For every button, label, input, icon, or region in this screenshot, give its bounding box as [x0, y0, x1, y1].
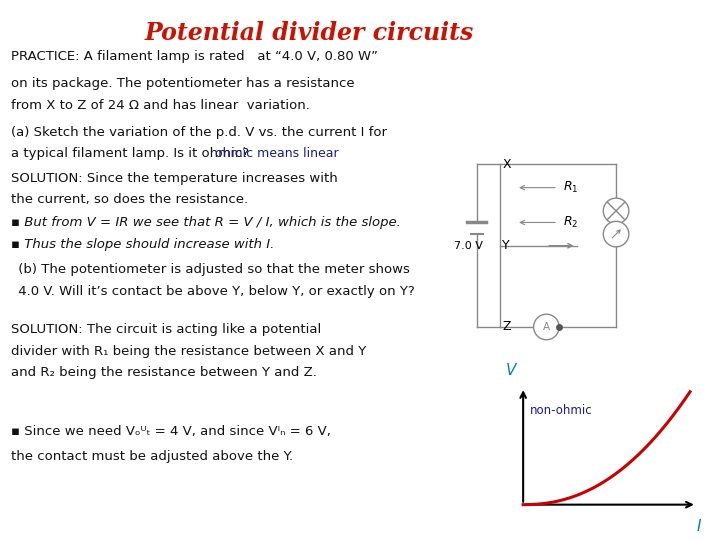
Text: ▪ Thus the slope should increase with I.: ▪ Thus the slope should increase with I.: [11, 238, 274, 251]
Text: (b) The potentiometer is adjusted so that the meter shows: (b) The potentiometer is adjusted so tha…: [14, 264, 410, 276]
Circle shape: [534, 314, 559, 340]
Text: the current, so does the resistance.: the current, so does the resistance.: [11, 193, 248, 206]
Text: SOLUTION: Since the temperature increases with: SOLUTION: Since the temperature increase…: [11, 172, 338, 185]
Text: Potential divider circuits: Potential divider circuits: [145, 21, 474, 44]
Text: A: A: [543, 322, 550, 332]
Text: from X to Z of 24 Ω and has linear  variation.: from X to Z of 24 Ω and has linear varia…: [11, 99, 310, 112]
Text: ohmic means linear: ohmic means linear: [215, 147, 338, 160]
Text: 7.0 V: 7.0 V: [454, 241, 482, 251]
Circle shape: [603, 198, 629, 224]
Text: Y: Y: [503, 239, 510, 252]
Text: ▪ But from V = IR we see that R = V / I, which is the slope.: ▪ But from V = IR we see that R = V / I,…: [11, 216, 400, 229]
Text: I: I: [696, 519, 701, 534]
Text: V: V: [506, 363, 516, 378]
Text: Z: Z: [503, 320, 510, 334]
Text: X: X: [503, 158, 511, 171]
Circle shape: [603, 221, 629, 247]
Text: $R_2$: $R_2$: [562, 215, 578, 230]
Text: non-ohmic: non-ohmic: [529, 404, 592, 417]
Text: a typical filament lamp. Is it ohmic?: a typical filament lamp. Is it ohmic?: [11, 147, 249, 160]
Text: the contact must be adjusted above the Y.: the contact must be adjusted above the Y…: [11, 450, 293, 463]
Text: $R_1$: $R_1$: [562, 180, 578, 195]
Text: SOLUTION: The circuit is acting like a potential: SOLUTION: The circuit is acting like a p…: [11, 323, 321, 336]
Text: PRACTICE: A filament lamp is rated   at “4.0 V, 0.80 W”: PRACTICE: A filament lamp is rated at “4…: [11, 50, 378, 63]
Text: (a) Sketch the variation of the p.d. V vs. the current I for: (a) Sketch the variation of the p.d. V v…: [11, 126, 387, 139]
Text: ▪ Since we need Vₒᵁₜ = 4 V, and since Vᴵₙ = 6 V,: ▪ Since we need Vₒᵁₜ = 4 V, and since Vᴵ…: [11, 426, 330, 438]
Text: and R₂ being the resistance between Y and Z.: and R₂ being the resistance between Y an…: [11, 366, 317, 379]
Text: divider with R₁ being the resistance between X and Y: divider with R₁ being the resistance bet…: [11, 345, 366, 357]
Text: 4.0 V. Will it’s contact be above Y, below Y, or exactly on Y?: 4.0 V. Will it’s contact be above Y, bel…: [14, 285, 415, 298]
Text: on its package. The potentiometer has a resistance: on its package. The potentiometer has a …: [11, 77, 354, 90]
